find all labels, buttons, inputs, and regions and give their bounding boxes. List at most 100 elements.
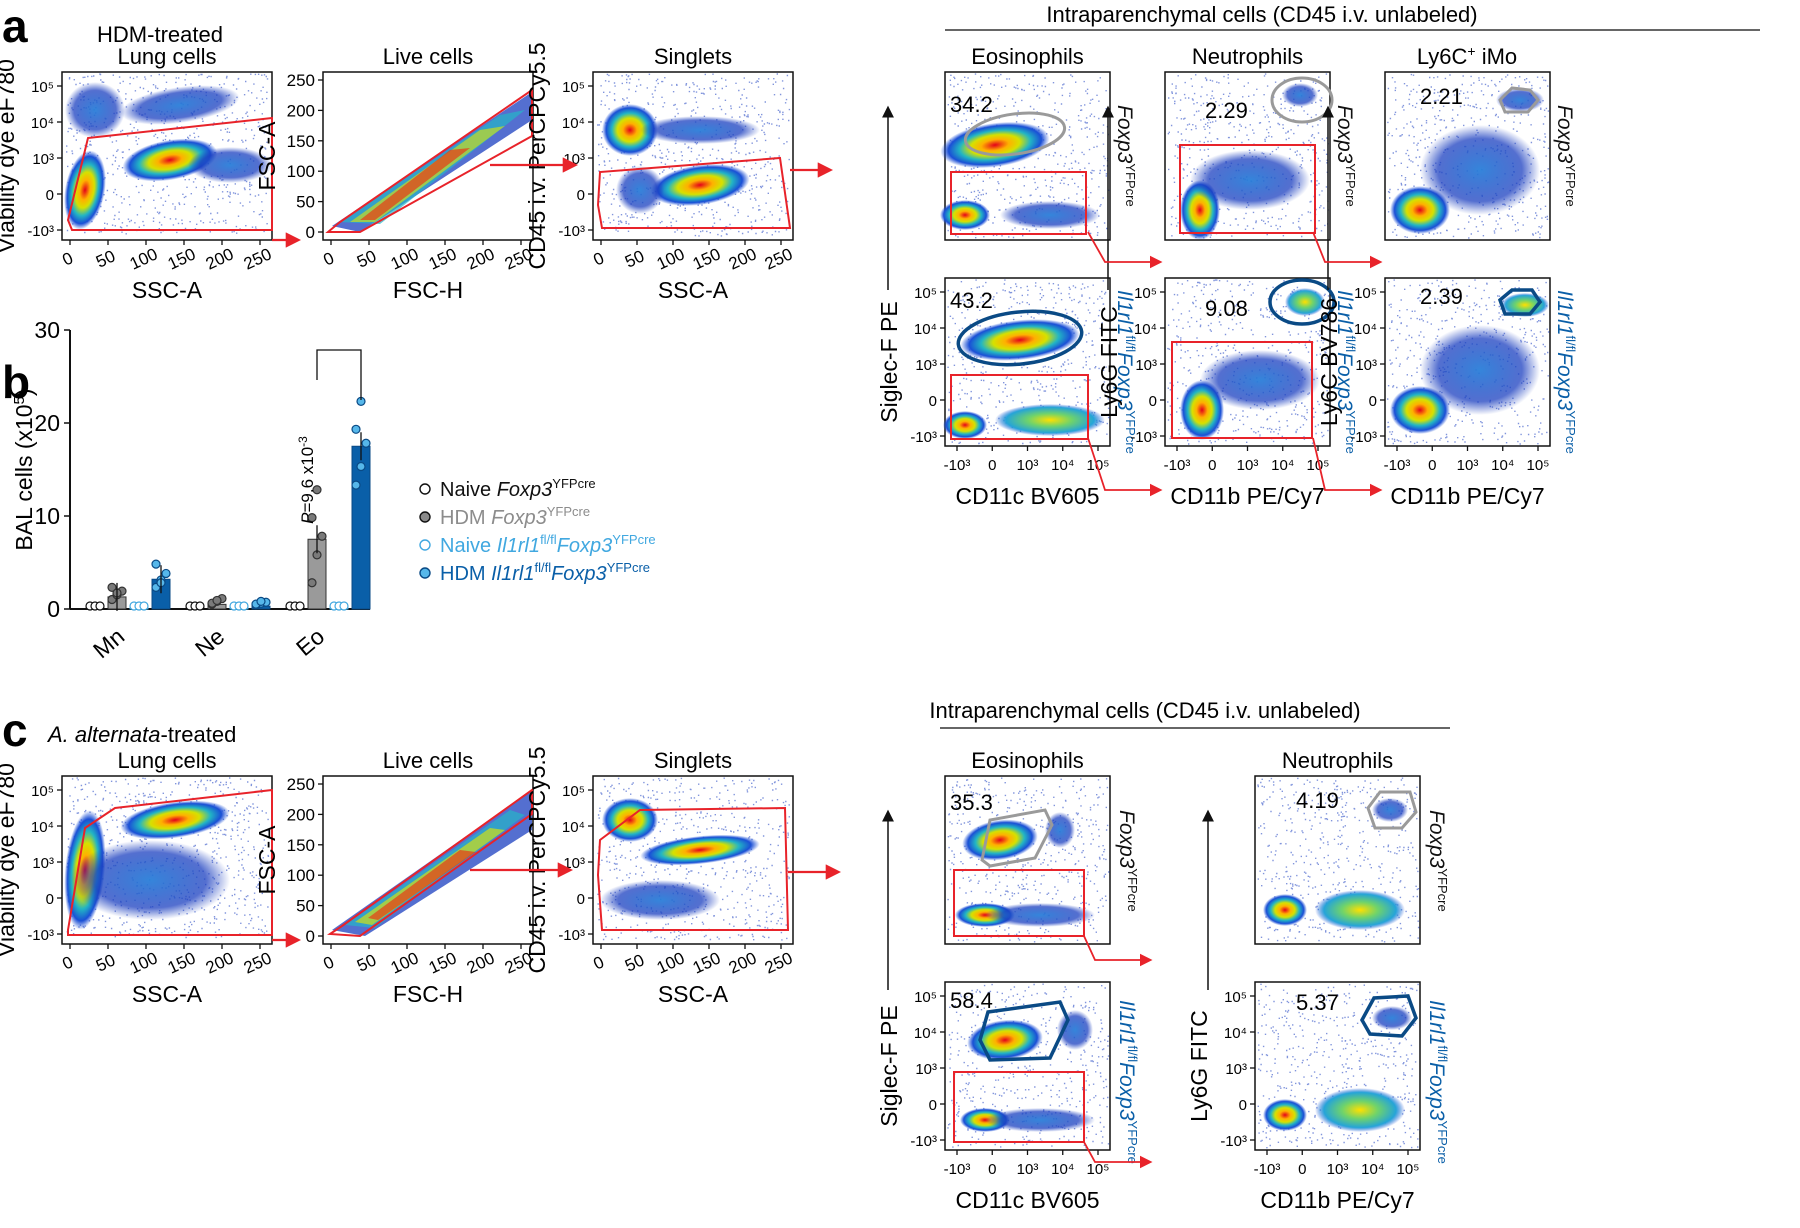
genotype-text: Foxp3YFPcre bbox=[1553, 105, 1578, 207]
x-tick-label: 250 bbox=[241, 948, 275, 977]
data-point bbox=[239, 601, 249, 611]
y-tick-label: 0 bbox=[306, 927, 315, 946]
bal-bar-chart: 0 10 20 30 BAL cells (x105) Mn Ne Eo P=9.6 x10-3… bbox=[11, 317, 656, 663]
legend-marker bbox=[419, 567, 431, 579]
genotype-c-neut-wt: Foxp3YFPcre bbox=[1425, 810, 1450, 912]
scatter-events bbox=[1257, 983, 1419, 1149]
gate-polygon bbox=[326, 788, 533, 938]
gate-title: Singlets bbox=[654, 748, 732, 773]
density-blob bbox=[1263, 1099, 1307, 1131]
gate-value: 43.2 bbox=[950, 288, 993, 313]
y-tick-label: 10⁴ bbox=[31, 819, 54, 836]
genotype-a-ly6c-wt: Foxp3YFPcre bbox=[1553, 105, 1578, 207]
y-tick-label: 10⁵ bbox=[914, 285, 937, 302]
y-tick-label: 10⁴ bbox=[562, 819, 585, 836]
genotype-text: Il1rl1fl/flFoxp3YFPcre bbox=[1113, 290, 1138, 454]
density-blob bbox=[120, 85, 240, 125]
plot-a-eos-wt: Eosinophils 34.2 bbox=[940, 44, 1111, 241]
y-tick-label: 10⁴ bbox=[914, 321, 937, 338]
gate-value: 9.08 bbox=[1205, 296, 1248, 321]
data-point bbox=[107, 582, 117, 593]
y-tick-label: 0 bbox=[929, 1097, 937, 1114]
density-blob bbox=[1263, 894, 1307, 926]
category-label: Eo bbox=[291, 623, 329, 661]
density-blob bbox=[650, 164, 750, 206]
plot-frame bbox=[322, 71, 534, 241]
x-tick-label: 150 bbox=[426, 948, 460, 977]
plot-c-neut-wt: Neutrophils 4.19 bbox=[1254, 748, 1421, 945]
genotype-c-eos-ko: Il1rl1fl/flFoxp3YFPcre bbox=[1115, 1000, 1140, 1164]
gate-title: Singlets bbox=[654, 44, 732, 69]
y-tick-label: 50 bbox=[296, 193, 315, 212]
y-tick-label: 10³ bbox=[32, 151, 54, 168]
density-blob bbox=[1372, 798, 1408, 822]
x-tick-label: 10⁵ bbox=[1397, 1161, 1420, 1178]
x-axis-label: CD11b PE/Cy7 bbox=[1170, 483, 1324, 509]
x-tick-label: 0 bbox=[590, 248, 607, 269]
gate-value: 2.29 bbox=[1205, 98, 1248, 123]
gate-polygon bbox=[67, 788, 273, 936]
x-tick-label: 100 bbox=[388, 244, 422, 273]
y-tick-label: -10³ bbox=[1130, 429, 1157, 446]
x-tick-label: 150 bbox=[426, 244, 460, 273]
y-tick-label: 0 bbox=[577, 187, 585, 204]
y-tick-label: 10³ bbox=[32, 855, 54, 872]
gate-ellipse bbox=[963, 111, 1067, 157]
x-tick-label: -10³ bbox=[1384, 457, 1411, 474]
data-point bbox=[339, 601, 349, 611]
genotype-a-neut-wt: Foxp3YFPcre bbox=[1333, 105, 1358, 207]
density-blob bbox=[602, 798, 658, 842]
x-tick-label: -10³ bbox=[944, 1161, 971, 1178]
density-blob bbox=[960, 319, 1080, 361]
x-tick-label: 100 bbox=[127, 948, 161, 977]
x-tick-label: -10³ bbox=[1164, 457, 1191, 474]
y-tick-label: -10³ bbox=[27, 927, 54, 944]
gate-ellipse bbox=[1268, 278, 1336, 326]
plot-frame bbox=[592, 71, 794, 241]
density-blob bbox=[1000, 201, 1100, 229]
x-tick-label: 250 bbox=[241, 244, 275, 273]
y-tick-label: 0 bbox=[306, 223, 315, 242]
plot-c-neut-ko: 10⁵ 10⁴ 10³ 0 -10³ -10³ 0 10³ 10⁴ 10⁵ CD11b PE/Cy7… bbox=[1186, 981, 1421, 1213]
gate-rect bbox=[950, 374, 1089, 440]
y-tick-label: 10³ bbox=[915, 357, 937, 374]
x-tick-label: 10⁴ bbox=[1271, 457, 1294, 474]
x-axis-label: CD11b PE/Cy7 bbox=[1390, 483, 1544, 509]
genotype-text: Foxp3YFPcre bbox=[1333, 105, 1358, 207]
y-tick-label: 10⁵ bbox=[1354, 285, 1377, 302]
density-blob bbox=[962, 819, 1038, 861]
gate-polygon bbox=[1359, 994, 1418, 1038]
x-axis-label: SSC-A bbox=[132, 981, 203, 1007]
x-tick-label: 10⁴ bbox=[1491, 457, 1514, 474]
plot-c-eos-ko: 10⁵ 10⁴ 10³ 0 -10³ -10³ 0 10³ 10⁴ 10⁵ CD11c BV605 S… bbox=[876, 981, 1111, 1213]
y-tick-label: 10 bbox=[34, 503, 60, 529]
route-arrow bbox=[1083, 1141, 1153, 1169]
gate-polygon bbox=[596, 156, 792, 229]
gate-polygon bbox=[1497, 288, 1543, 316]
density-blob bbox=[1282, 83, 1318, 107]
legend-entry: Naive Il1rl1fl/flFoxp3YFPcre bbox=[440, 532, 656, 557]
genotype-text: Il1rl1fl/flFoxp3YFPcre bbox=[1333, 290, 1358, 454]
density-blob bbox=[1190, 150, 1310, 210]
density-blob bbox=[602, 104, 658, 156]
gate-ellipse bbox=[956, 309, 1084, 367]
x-tick-label: 100 bbox=[654, 948, 688, 977]
density-blob bbox=[640, 834, 760, 866]
x-tick-label: 50 bbox=[93, 950, 118, 975]
y-tick-label: 10⁵ bbox=[914, 989, 937, 1006]
y-tick-label: 200 bbox=[287, 805, 315, 824]
density-blob bbox=[985, 1108, 1095, 1132]
data-point bbox=[312, 485, 322, 495]
plot-frame bbox=[944, 775, 1111, 945]
category-label: Ne bbox=[190, 623, 229, 662]
y-tick-label: -10³ bbox=[1350, 429, 1377, 446]
x-axis-label: SSC-A bbox=[132, 277, 203, 303]
x-tick-label: 10³ bbox=[1457, 457, 1479, 474]
x-tick-label: 0 bbox=[59, 248, 76, 269]
y-axis-label: Viability dye eF780 bbox=[0, 59, 19, 253]
x-tick-label: 0 bbox=[988, 457, 996, 474]
density-blob bbox=[1315, 890, 1405, 930]
y-tick-label: 10⁵ bbox=[562, 79, 585, 96]
data-point bbox=[212, 595, 222, 606]
